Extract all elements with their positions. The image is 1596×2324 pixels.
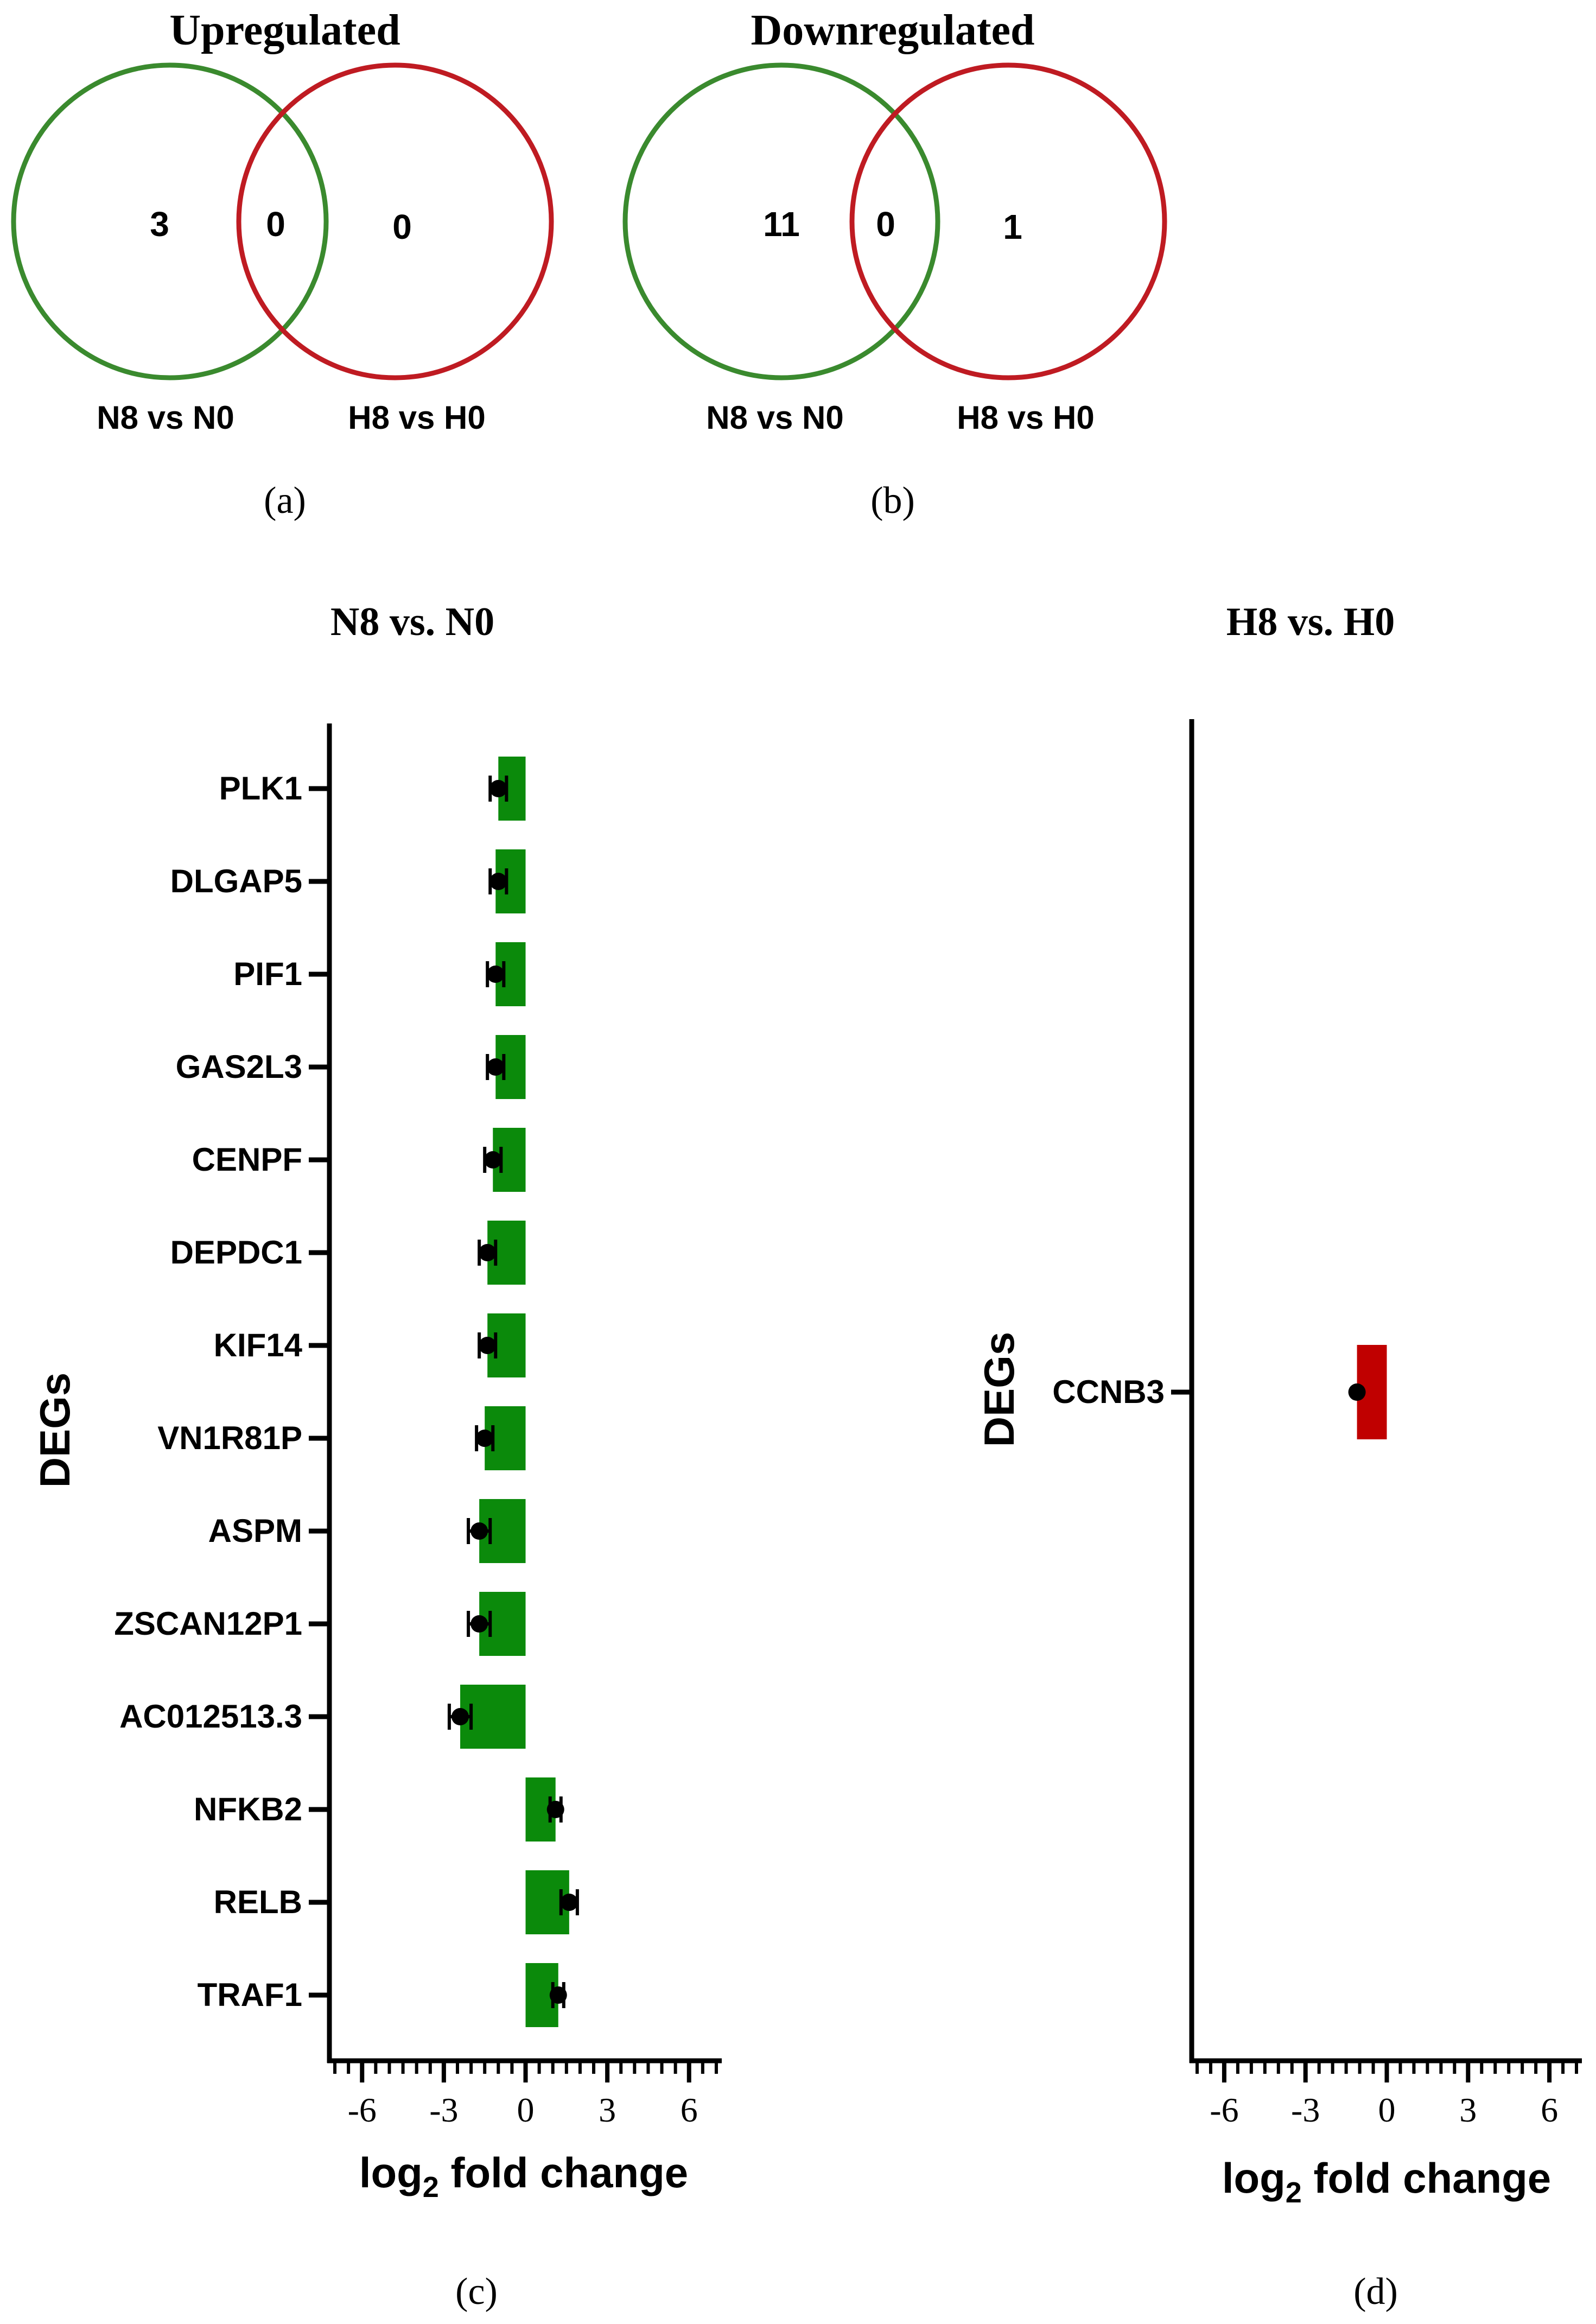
venn-a-label-n8: N8 vs N0 — [97, 399, 234, 436]
chart-c-x-tick-label: -3 — [429, 2091, 458, 2129]
chart-c-x-tick-label: -6 — [348, 2091, 377, 2129]
chart-c-xlabel-main: log — [359, 2149, 423, 2196]
chart-c-point — [549, 1986, 567, 2004]
chart-c-category-label: CENPF — [192, 1141, 302, 1178]
chart-c-point — [487, 966, 505, 983]
venn-a-count-intersection: 0 — [266, 205, 285, 244]
chart-c-category-label: TRAF1 — [198, 1977, 302, 2013]
chart-c-point — [489, 873, 507, 890]
venn-a-count-h8-only: 0 — [392, 207, 412, 246]
chart-c-category-label: VN1R81P — [157, 1420, 302, 1456]
chart-c-xlabel-rest: fold change — [439, 2149, 688, 2196]
chart-c-category-label: ASPM — [208, 1513, 302, 1549]
chart-c-marks: -6 -3 0 3 6 PLK1 DLGAP5 PIF1 GAS2L3 CENPF DEPDC1 KI… — [114, 723, 722, 2129]
venn-b-circle-n8 — [622, 62, 940, 380]
chart-d-point — [1348, 1383, 1366, 1401]
chart-c-category-label: AC012513.3 — [119, 1698, 302, 1735]
chart-c-category-label: PIF1 — [233, 956, 302, 992]
chart-c-point — [479, 1244, 497, 1261]
venn-a-circle-h8 — [236, 62, 554, 380]
panel-label-d: (d) — [1353, 2271, 1398, 2313]
chart-d-x-tick-label: 0 — [1378, 2091, 1396, 2129]
venn-b-label-h8: H8 vs H0 — [957, 399, 1094, 436]
chart-d-x-tick-label: 6 — [1541, 2091, 1558, 2129]
chart-c-point — [476, 1430, 494, 1447]
venn-a-label-h8: H8 vs H0 — [348, 399, 485, 436]
panel-label-c: (c) — [455, 2271, 498, 2313]
bar-chart-h8-vs-h0: H8 vs. H0 DEGs -6 -3 0 3 6 CCNB3 log2 fold ch… — [975, 600, 1582, 2313]
bar-chart-n8-vs-n0: N8 vs. N0 DEGs -6 -3 0 3 6 PLK1 DLGAP5 PIF1 GAS2… — [31, 600, 722, 2313]
chart-c-point — [484, 1151, 502, 1169]
venn-downregulated: Downregulated 11 0 1 N8 vs N0 H8 vs H0 (… — [622, 7, 1167, 522]
chart-c-category-label: DEPDC1 — [170, 1234, 302, 1271]
chart-c-category-label: ZSCAN12P1 — [114, 1605, 302, 1642]
chart-d-xlabel-sub: 2 — [1286, 2176, 1302, 2209]
chart-c-x-tick-label: 6 — [681, 2091, 698, 2129]
chart-c-point — [489, 780, 507, 797]
chart-d-xlabel-rest: fold change — [1302, 2154, 1551, 2202]
chart-c-category-label: RELB — [214, 1884, 302, 1920]
chart-d-ylabel: DEGs — [975, 1332, 1023, 1447]
venn-b-count-n8-only: 11 — [763, 205, 800, 244]
chart-c-point — [546, 1801, 564, 1818]
panel-label-b: (b) — [870, 480, 915, 522]
chart-d-marks: -6 -3 0 3 6 CCNB3 — [1052, 719, 1582, 2129]
chart-d-x-tick-label: -6 — [1210, 2091, 1238, 2129]
chart-d-x-tick-label: -3 — [1291, 2091, 1320, 2129]
venn-upregulated: Upregulated 3 0 0 N8 vs N0 H8 vs H0 (a) — [11, 7, 554, 522]
chart-c-category-label: GAS2L3 — [176, 1049, 302, 1085]
venn-b-label-n8: N8 vs N0 — [706, 399, 843, 436]
chart-d-xlabel-main: log — [1222, 2154, 1286, 2202]
panel-label-a: (a) — [264, 480, 306, 522]
chart-c-point — [479, 1337, 497, 1354]
chart-c-title: N8 vs. N0 — [330, 600, 494, 644]
venn-a-title: Upregulated — [169, 7, 400, 54]
chart-c-point — [452, 1708, 469, 1725]
chart-c-category-label: PLK1 — [219, 770, 302, 807]
chart-c-x-tick-label: 3 — [599, 2091, 616, 2129]
venn-a-circle-n8 — [11, 62, 329, 380]
venn-b-count-intersection: 0 — [876, 205, 895, 244]
chart-c-category-label: NFKB2 — [194, 1791, 302, 1827]
chart-c-point — [487, 1058, 505, 1076]
chart-d-title: H8 vs. H0 — [1226, 600, 1395, 644]
venn-a-count-n8-only: 3 — [150, 205, 169, 244]
chart-c-xlabel: log2 fold change — [359, 2149, 688, 2204]
chart-d-category-label: CCNB3 — [1052, 1374, 1165, 1410]
chart-d-x-tick-label: 3 — [1459, 2091, 1477, 2129]
chart-c-point — [560, 1894, 578, 1911]
venn-b-count-h8-only: 1 — [1003, 207, 1022, 246]
chart-c-x-tick-label: 0 — [517, 2091, 535, 2129]
venn-b-title: Downregulated — [751, 7, 1035, 54]
chart-c-point — [470, 1522, 488, 1540]
chart-c-point — [470, 1615, 488, 1633]
chart-d-xlabel: log2 fold change — [1222, 2154, 1551, 2209]
chart-c-ylabel: DEGs — [31, 1373, 79, 1488]
chart-c-xlabel-sub: 2 — [423, 2171, 439, 2204]
venn-b-circle-h8 — [849, 62, 1167, 380]
chart-c-category-label: KIF14 — [214, 1327, 303, 1363]
chart-c-category-label: DLGAP5 — [170, 863, 302, 899]
